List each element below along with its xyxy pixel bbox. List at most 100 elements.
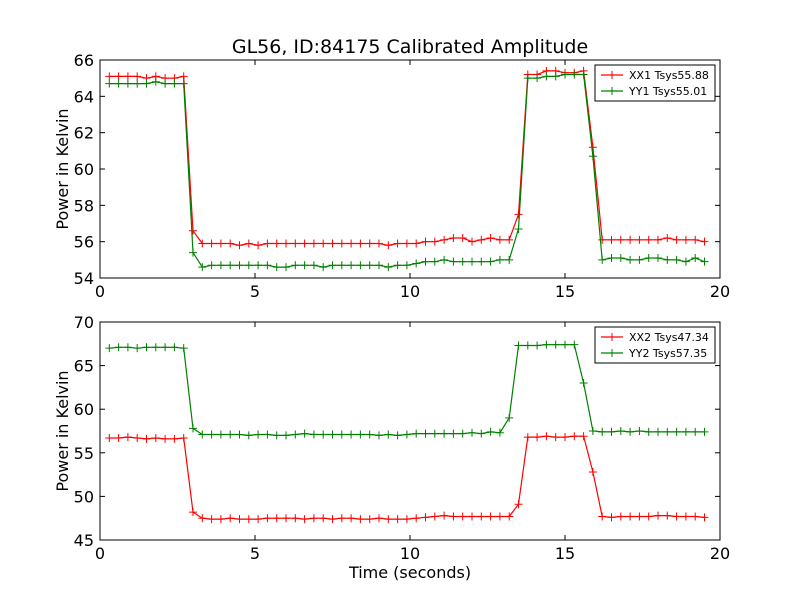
legend-box xyxy=(594,326,716,364)
data-point xyxy=(300,239,309,248)
data-point xyxy=(430,237,439,246)
data-point xyxy=(272,263,281,272)
data-point xyxy=(337,261,346,270)
data-point xyxy=(207,239,216,248)
data-point xyxy=(133,433,142,442)
data-point xyxy=(626,427,635,436)
data-point xyxy=(579,379,588,388)
data-point xyxy=(468,428,476,437)
data-point xyxy=(347,239,356,248)
series-bottom-1 xyxy=(105,340,709,440)
data-point xyxy=(477,429,486,438)
data-point xyxy=(672,255,681,264)
y-tick-label: 54 xyxy=(74,269,94,288)
data-point xyxy=(523,433,532,442)
data-point xyxy=(607,513,616,522)
data-point xyxy=(607,254,616,263)
data-point xyxy=(254,515,263,524)
series-bottom-0 xyxy=(105,432,709,524)
data-point xyxy=(356,515,365,524)
data-point xyxy=(561,70,569,79)
data-point xyxy=(588,152,597,161)
data-point xyxy=(244,431,253,440)
data-point xyxy=(654,254,662,263)
data-point xyxy=(440,255,449,264)
data-point xyxy=(393,515,402,524)
data-point xyxy=(495,428,504,437)
data-point xyxy=(114,79,123,88)
data-point xyxy=(505,413,514,422)
data-point xyxy=(142,79,151,88)
data-point xyxy=(244,261,253,270)
data-point xyxy=(161,343,170,352)
data-point xyxy=(663,255,672,264)
data-point xyxy=(319,239,328,248)
y-tick-label: 60 xyxy=(74,160,94,179)
data-point xyxy=(533,433,542,442)
data-point xyxy=(551,340,560,349)
x-tick-label: 20 xyxy=(710,282,730,301)
data-point xyxy=(486,234,495,243)
data-point xyxy=(123,72,132,81)
data-point xyxy=(282,239,290,248)
data-point xyxy=(263,514,272,523)
x-tick-label: 15 xyxy=(555,282,575,301)
data-point xyxy=(430,429,439,438)
data-point xyxy=(189,508,197,517)
data-point xyxy=(309,514,318,523)
y-tick-label: 55 xyxy=(74,444,94,463)
data-point xyxy=(551,72,560,81)
data-point xyxy=(468,237,476,246)
data-point xyxy=(384,263,393,272)
data-point xyxy=(635,427,644,435)
legend-box xyxy=(594,64,716,102)
y-tick-label: 65 xyxy=(74,357,94,376)
data-point xyxy=(161,434,170,443)
legend-entry: XX1 Tsys55.88 xyxy=(629,69,709,82)
data-point xyxy=(449,512,458,521)
data-point xyxy=(505,512,514,521)
data-point xyxy=(607,235,616,244)
x-tick-label: 10 xyxy=(400,282,420,301)
data-point xyxy=(421,429,430,438)
data-point xyxy=(663,234,672,243)
data-point xyxy=(254,241,263,250)
data-point xyxy=(309,261,318,270)
data-point xyxy=(244,239,253,248)
data-point xyxy=(235,430,244,439)
data-point xyxy=(151,343,160,352)
data-point xyxy=(468,257,476,266)
data-point xyxy=(189,424,197,433)
legend-entry: XX2 Tsys47.34 xyxy=(629,331,709,344)
data-point xyxy=(216,515,225,524)
data-point xyxy=(505,235,514,244)
data-point xyxy=(477,512,486,521)
data-point xyxy=(402,515,411,524)
data-point xyxy=(458,234,467,243)
data-point xyxy=(105,72,114,81)
data-point xyxy=(700,427,709,436)
data-point xyxy=(542,340,551,349)
y-tick-label: 50 xyxy=(74,487,94,506)
data-point xyxy=(681,235,690,244)
data-point xyxy=(412,239,421,248)
data-point xyxy=(579,70,588,79)
data-point xyxy=(300,429,309,438)
series-top-0 xyxy=(105,66,709,250)
data-point xyxy=(309,239,318,248)
data-point xyxy=(179,344,188,353)
x-tick-label: 5 xyxy=(250,282,260,301)
data-point xyxy=(440,429,449,438)
data-point xyxy=(663,511,672,520)
data-point xyxy=(523,74,532,83)
data-point xyxy=(272,239,281,248)
data-point xyxy=(616,254,625,263)
data-point xyxy=(691,427,700,436)
data-point xyxy=(598,235,607,244)
data-point xyxy=(105,344,114,353)
data-point xyxy=(375,514,383,523)
series-top-1 xyxy=(105,70,709,272)
y-tick-label: 70 xyxy=(74,313,94,332)
data-point xyxy=(644,254,653,263)
data-point xyxy=(430,257,439,266)
